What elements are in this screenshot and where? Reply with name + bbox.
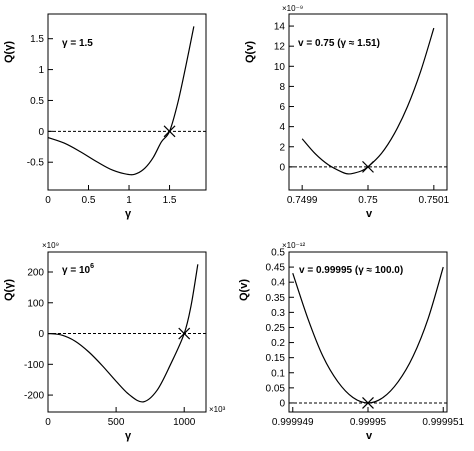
- y-tick-label: -0.5: [27, 158, 45, 169]
- x-tick-label: 0.5: [82, 195, 96, 206]
- panel-annotation: γ = 106: [62, 263, 94, 276]
- y-tick-label: 0: [38, 329, 44, 340]
- x-tick-label: 1000: [173, 417, 196, 428]
- y-tick-label: 0: [279, 162, 285, 173]
- x-tick-label: 1.5: [163, 195, 177, 206]
- y-tick-label: 0.25: [266, 323, 286, 334]
- y-tick-label: 0: [279, 398, 285, 409]
- x-axis-multiplier: ×10³: [209, 405, 226, 414]
- y-tick-label: 200: [27, 268, 44, 279]
- root-marker: [163, 125, 176, 138]
- root-marker: [362, 160, 374, 173]
- y-axis-multiplier: ×10⁹: [42, 241, 59, 250]
- x-axis-label: v: [366, 208, 373, 220]
- y-tick-label: 6: [279, 102, 285, 113]
- y-tick-label: 0.45: [266, 263, 286, 274]
- q-curve-series: [301, 27, 435, 175]
- y-axis-multiplier: ×10⁻¹²: [282, 241, 305, 250]
- y-axis-multiplier: ×10⁻⁹: [282, 4, 303, 13]
- y-axis-label: Q(γ): [3, 41, 15, 63]
- panel-annotation: v = 0.75 (γ ≈ 1.51): [298, 38, 380, 49]
- x-tick-label: 0.7501: [419, 195, 450, 206]
- y-axis-label: Q(v): [238, 279, 250, 301]
- x-tick-label: 500: [108, 417, 125, 428]
- y-tick-label: 1: [38, 65, 44, 76]
- x-axis-label: γ: [125, 430, 132, 442]
- x-tick-label: 0.999951: [422, 417, 464, 428]
- q-curve-series: [47, 26, 195, 176]
- x-tick-label: 0.999949: [272, 417, 314, 428]
- x-tick-label: 0.7499: [287, 195, 318, 206]
- y-tick-label: 0.1: [271, 368, 285, 379]
- annotation-exponent: 6: [90, 263, 94, 270]
- x-tick-label: 0.99995: [350, 417, 387, 428]
- q-curve-series: [292, 266, 444, 404]
- y-tick-label: 1.5: [30, 34, 44, 45]
- plot-frame: [47, 13, 207, 191]
- y-tick-label: -100: [24, 360, 44, 371]
- y-tick-label: 2: [279, 142, 285, 153]
- y-tick-label: 10: [274, 62, 286, 73]
- x-axis-label: γ: [125, 208, 132, 220]
- plot-frame: [47, 251, 207, 413]
- y-tick-label: 0.5: [271, 248, 285, 259]
- chart-panel-3: 0 500 1000 -200 -100 0 100 200 γ Q(γ) ×10⁹ ×10³ γ = …: [3, 241, 226, 442]
- y-tick-label: 4: [279, 122, 285, 133]
- y-tick-label: 0.5: [30, 96, 44, 107]
- y-tick-label: 100: [27, 298, 44, 309]
- y-tick-label: 8: [279, 82, 285, 93]
- y-tick-label: 0.2: [271, 338, 285, 349]
- panel-annotation: v = 0.99995 (γ ≈ 100.0): [299, 265, 403, 276]
- chart-panel-2: 0.7499 0.75 0.7501 0 2 4 6 8 10 12 14 v Q(v) ×10⁻⁹ v =…: [244, 4, 450, 220]
- x-axis-label: v: [366, 430, 373, 442]
- panel-annotation: γ = 1.5: [62, 38, 93, 49]
- y-tick-label: 0.4: [271, 278, 285, 289]
- x-tick-label: 0: [45, 417, 51, 428]
- chart-panel-4: 0.999949 0.99995 0.999951 0 0.05 0.1 0.15 0.2 0.…: [238, 241, 465, 442]
- y-tick-label: 0.35: [266, 293, 286, 304]
- y-tick-label: 0: [38, 127, 44, 138]
- root-marker: [178, 327, 191, 340]
- x-tick-label: 0: [45, 195, 51, 206]
- y-axis-label: Q(v): [244, 41, 256, 63]
- chart-panel-1: 0 0.5 1 1.5 -0.5 0 0.5 1 1.5 γ Q(γ) γ = 1.5: [3, 13, 207, 220]
- y-tick-label: 0.3: [271, 308, 285, 319]
- y-tick-label: -200: [24, 391, 44, 402]
- x-tick-label: 0.75: [358, 195, 378, 206]
- x-tick-label: 1: [126, 195, 132, 206]
- y-tick-label: 0.15: [266, 353, 286, 364]
- root-marker: [362, 397, 374, 409]
- y-axis-label: Q(γ): [3, 279, 15, 301]
- y-tick-label: 12: [274, 42, 286, 53]
- y-tick-label: 0.05: [266, 383, 286, 394]
- y-tick-label: 14: [274, 22, 286, 33]
